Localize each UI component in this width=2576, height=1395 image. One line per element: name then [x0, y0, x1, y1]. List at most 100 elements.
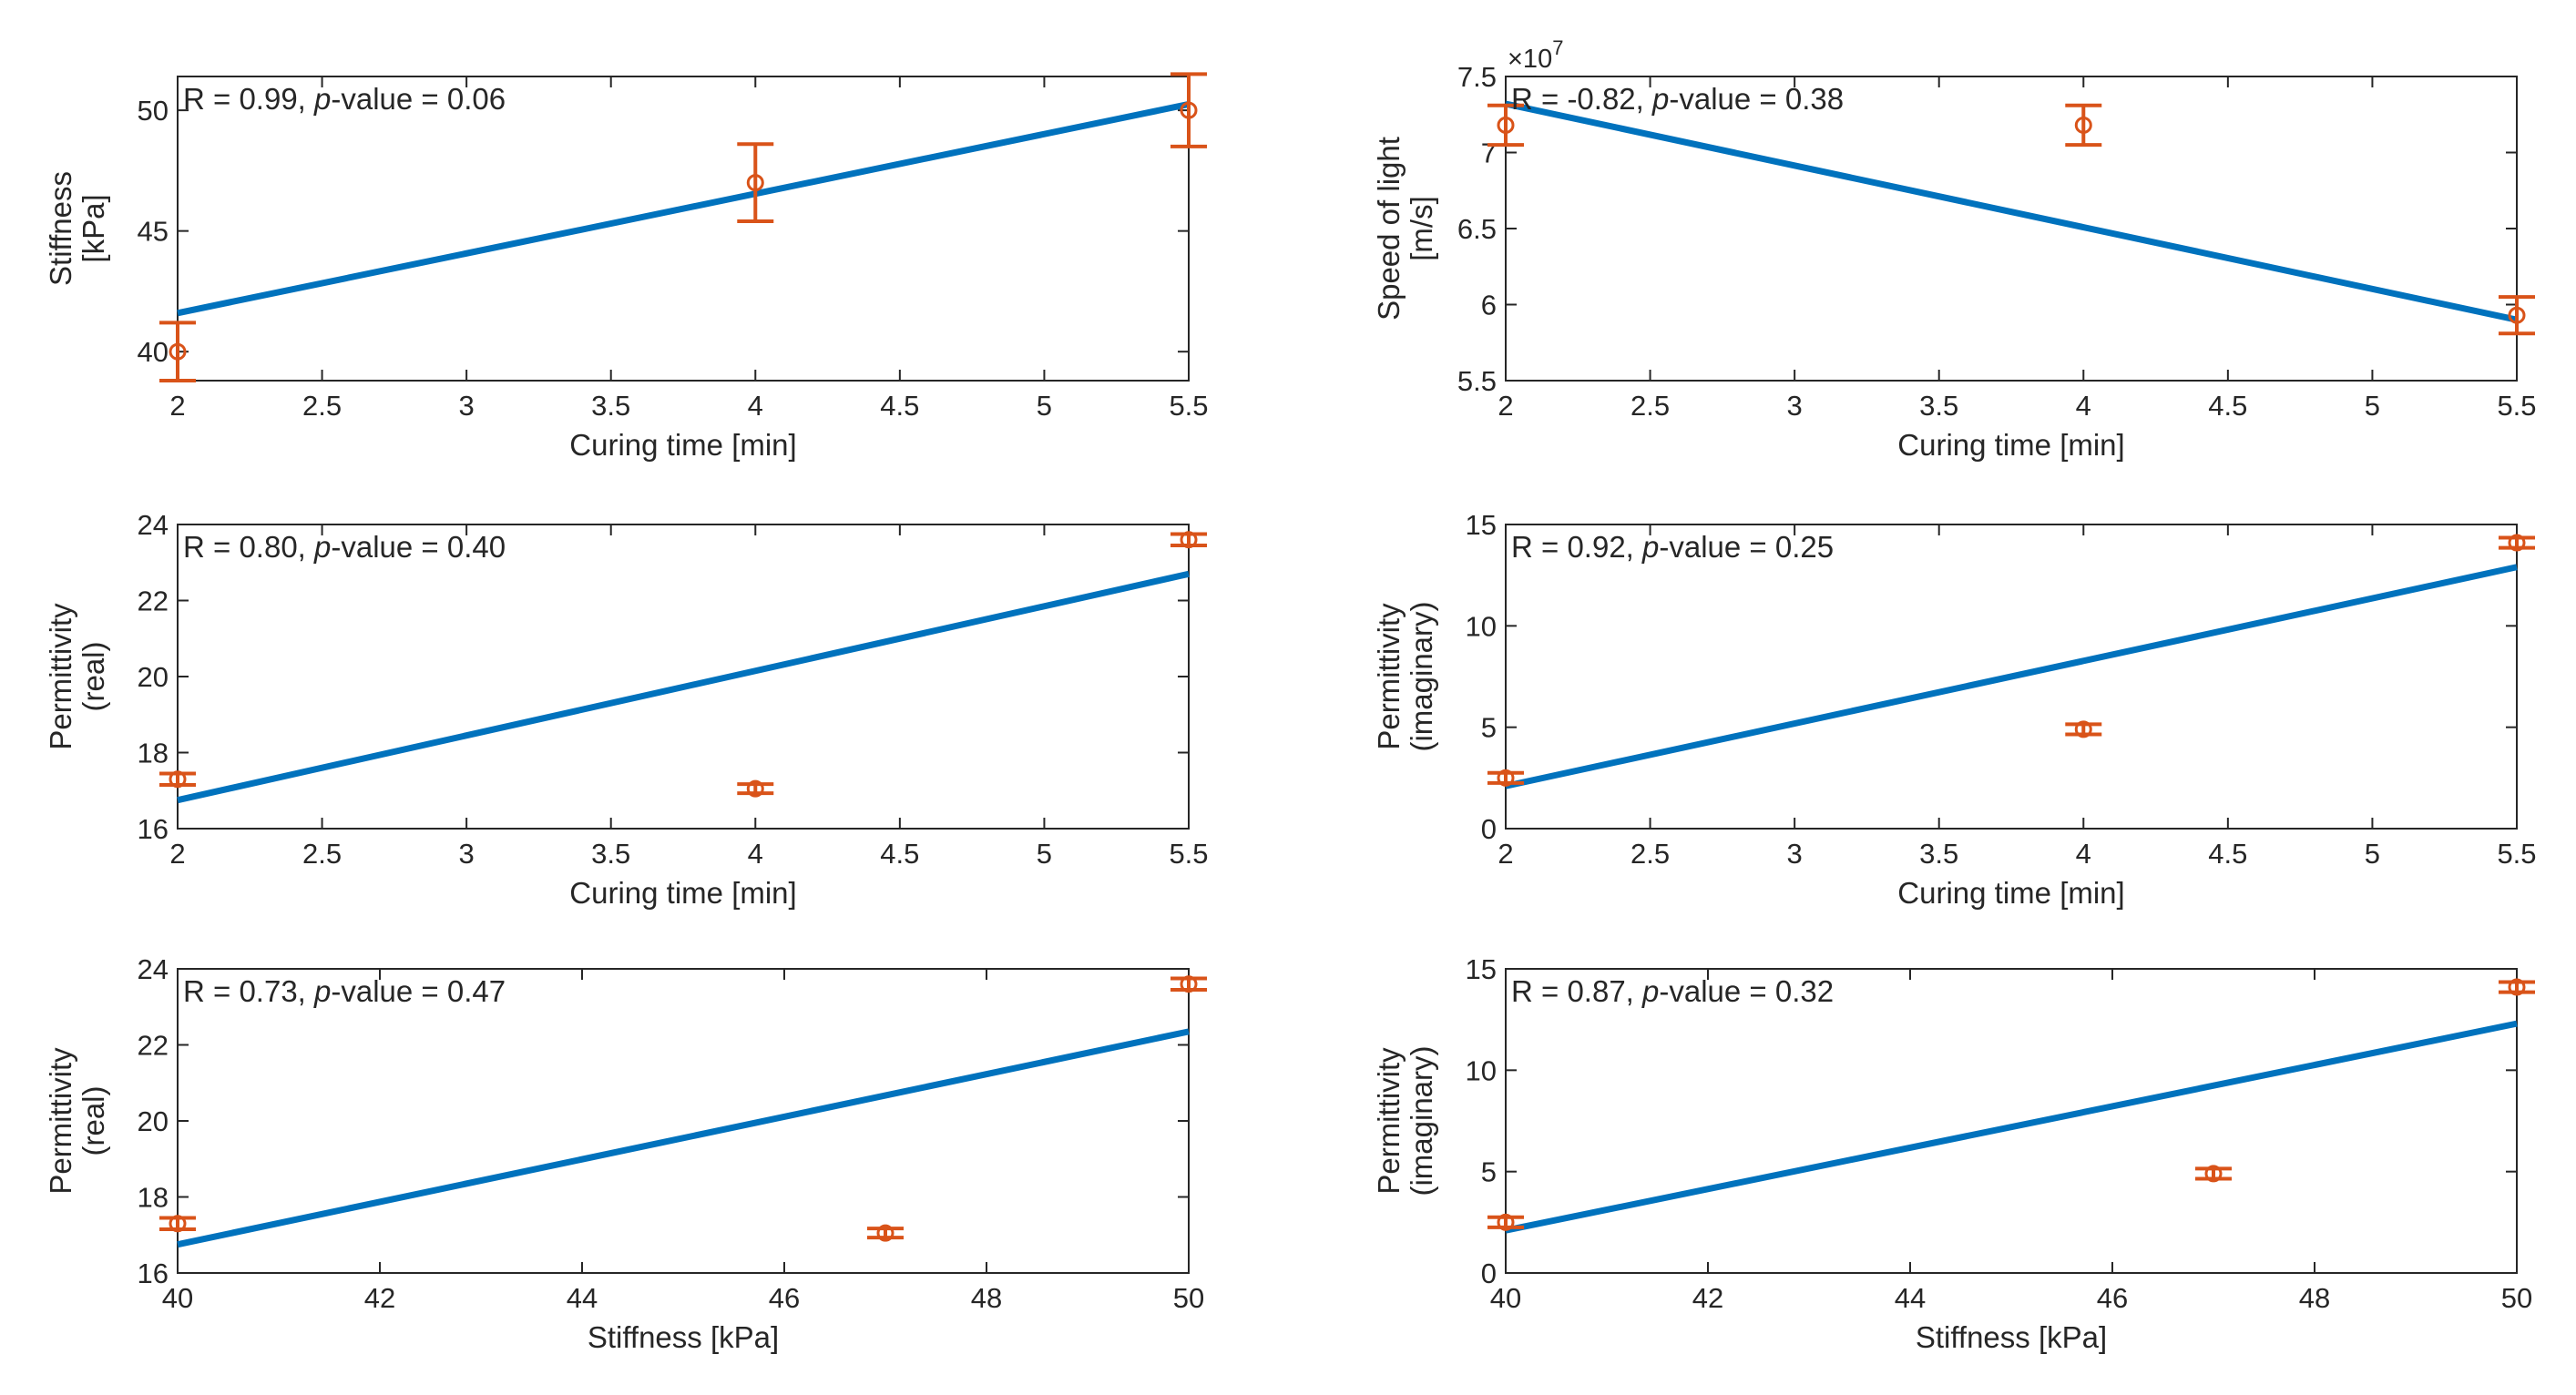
data-marker — [1180, 531, 1198, 549]
data-marker — [2074, 116, 2092, 134]
axis-exponent-base: ×10 — [1508, 45, 1552, 74]
y-axis-label-line1: Speed of light — [1372, 137, 1406, 321]
y-tick-label: 0 — [1481, 1258, 1497, 1289]
y-tick-label: 20 — [138, 661, 169, 693]
chart-perm-imag-vs-stiffness: 40 42 44 46 48 50 0 5 10 15 Stiffness [kPa] Permitt… — [1372, 953, 2535, 1354]
x-axis-label: Stiffness [kPa] — [1916, 1320, 2107, 1354]
data-marker — [2508, 978, 2526, 996]
plot-frame — [1505, 524, 2518, 830]
annotation-suffix: -value = 0.32 — [1659, 974, 1834, 1008]
x-tick-label: 2 — [1498, 390, 1513, 422]
data-marker — [169, 770, 187, 789]
x-tick-label: 2 — [169, 390, 185, 422]
x-tick-label: 48 — [2299, 1282, 2330, 1314]
axis-exponent-power: 7 — [1552, 36, 1563, 59]
data-point — [2499, 978, 2535, 996]
data-marker — [2204, 1165, 2223, 1183]
data-point — [1170, 975, 1207, 993]
y-tick-label: 20 — [138, 1105, 169, 1137]
annotation-suffix: -value = 0.47 — [331, 974, 506, 1008]
y-axis-label-line2: (real) — [77, 641, 110, 711]
x-tick-label: 50 — [1173, 1282, 1204, 1314]
x-tick-label: 4.5 — [2208, 838, 2247, 870]
y-axis-label: Permittivity (imaginary) — [1372, 601, 1438, 751]
y-tick-label: 22 — [138, 585, 169, 617]
y-axis-label: Permittivity (imaginary) — [1372, 1045, 1438, 1196]
x-tick-label: 5 — [1037, 390, 1052, 422]
data-point — [1487, 103, 1524, 148]
x-tick-label: 2.5 — [1630, 838, 1670, 870]
x-tick-label: 46 — [769, 1282, 800, 1314]
x-tick-label: 4 — [748, 390, 763, 422]
x-tick-label: 50 — [2501, 1282, 2532, 1314]
data-marker — [1497, 769, 1515, 787]
x-tick-label: 5.5 — [1169, 838, 1208, 870]
data-point — [2499, 295, 2535, 336]
data-marker — [2074, 720, 2092, 738]
y-tick-label: 6.5 — [1457, 213, 1497, 245]
x-tick-label: 2 — [1498, 838, 1513, 870]
x-tick-label: 4.5 — [880, 390, 919, 422]
y-tick-label: 24 — [138, 953, 169, 985]
y-tick-label: 50 — [138, 95, 169, 127]
x-tick-label: 5 — [1037, 838, 1052, 870]
x-tick-label: 4.5 — [2208, 390, 2247, 422]
annotation-suffix: -value = 0.06 — [331, 82, 506, 116]
annotation-suffix: -value = 0.40 — [331, 530, 506, 564]
y-tick-label: 16 — [138, 1258, 169, 1289]
x-tick-label: 40 — [162, 1282, 193, 1314]
chart-stiffness-vs-curing: 2 2.5 3 3.5 4 4.5 5 5.5 40 45 50 Curing time [min] S… — [44, 72, 1209, 462]
annotation-p: p — [313, 974, 331, 1008]
x-tick-label: 48 — [971, 1282, 1002, 1314]
x-axis-label: Curing time [min] — [1897, 428, 2124, 462]
x-tick-label: 42 — [1692, 1282, 1723, 1314]
y-tick-label: 16 — [138, 813, 169, 845]
y-axis-label-line2: (imaginary) — [1405, 1045, 1438, 1196]
y-tick-label: 7 — [1481, 137, 1497, 169]
y-tick-label: 15 — [1466, 509, 1497, 541]
axis-exponent: ×107 — [1508, 36, 1563, 74]
x-axis-label: Stiffness [kPa] — [588, 1320, 779, 1354]
x-axis-label: Curing time [min] — [569, 428, 796, 462]
y-tick-label: 22 — [138, 1030, 169, 1062]
correlation-annotation: R = 0.99, p-value = 0.06 — [183, 82, 506, 116]
x-tick-label: 3.5 — [1919, 390, 1958, 422]
plot-frame — [177, 968, 1190, 1274]
x-tick-label: 4 — [2076, 838, 2091, 870]
data-point — [159, 321, 196, 382]
x-tick-label: 3.5 — [1919, 838, 1958, 870]
x-tick-label: 3.5 — [591, 838, 630, 870]
y-axis-label: Permittivity (real) — [44, 603, 110, 750]
y-tick-label: 45 — [138, 216, 169, 248]
annotation-prefix: R = -0.82, — [1511, 82, 1652, 116]
correlation-annotation: R = 0.73, p-value = 0.47 — [183, 974, 506, 1008]
x-tick-label: 3.5 — [591, 390, 630, 422]
y-tick-label: 0 — [1481, 813, 1497, 845]
data-point — [2195, 1165, 2232, 1183]
chart-perm-real-vs-stiffness: 40 42 44 46 48 50 16 18 20 22 24 Stiffness [kPa] Per… — [44, 953, 1207, 1354]
annotation-suffix: -value = 0.25 — [1659, 530, 1834, 564]
data-point — [2065, 103, 2102, 148]
y-tick-label: 7.5 — [1457, 61, 1497, 93]
x-tick-label: 40 — [1490, 1282, 1521, 1314]
regression-line — [177, 101, 1190, 317]
data-point — [1170, 531, 1207, 549]
annotation-prefix: R = 0.80, — [183, 530, 314, 564]
data-point — [159, 1215, 196, 1233]
data-marker — [2508, 306, 2526, 324]
data-marker — [169, 1215, 187, 1233]
regression-line — [1505, 100, 2518, 323]
y-tick-label: 10 — [1466, 610, 1497, 642]
regression-line — [177, 1028, 1190, 1248]
correlation-annotation: R = -0.82, p-value = 0.38 — [1511, 82, 1844, 116]
plot-frame — [177, 524, 1190, 830]
x-tick-label: 3 — [1787, 838, 1803, 870]
y-axis-label-line2: [kPa] — [77, 194, 110, 262]
data-marker — [1180, 975, 1198, 993]
plot-frame — [1505, 76, 2518, 382]
y-axis-label-line1: Permittivity — [44, 603, 77, 750]
annotation-prefix: R = 0.92, — [1511, 530, 1642, 564]
data-point — [2499, 534, 2535, 552]
